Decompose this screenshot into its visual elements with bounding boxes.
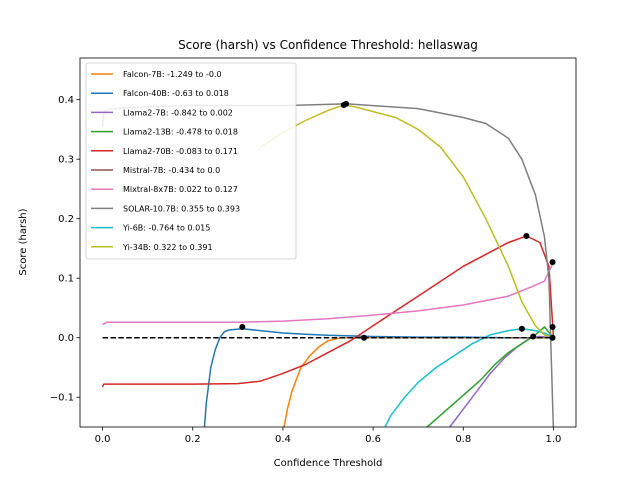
legend-label: Yi-6B: -0.764 to 0.015 — [122, 224, 210, 233]
legend-box — [85, 62, 297, 260]
series-max-marker-3 — [549, 324, 556, 331]
series-max-marker-8 — [518, 325, 525, 332]
legend-label: Falcon-7B: -1.249 to -0.0 — [123, 70, 222, 79]
y-tick-label: 0.4 — [58, 95, 74, 106]
x-axis: 0.0 0.2 0.4 0.6 0.8 1.0 — [95, 427, 562, 445]
series-max-marker-2 — [530, 333, 537, 340]
legend-label: Yi-34B: 0.322 to 0.391 — [122, 243, 213, 252]
plot-frame — [79, 57, 577, 428]
y-tick-label: −0.1 — [50, 393, 74, 404]
series-line-9 — [259, 104, 554, 339]
series-max-marker-6 — [549, 259, 556, 266]
x-tick-label: 0.8 — [455, 434, 471, 445]
series-max-marker-0 — [361, 334, 368, 341]
legend-label: SOLAR-10.7B: 0.355 to 0.393 — [123, 204, 240, 213]
series-max-marker-4 — [523, 232, 530, 239]
series-max-marker-9 — [340, 102, 347, 109]
x-tick-label: 1.0 — [546, 434, 562, 445]
chart-title: Score (harsh) vs Confidence Threshold: h… — [178, 38, 478, 52]
x-axis-title: Confidence Threshold — [274, 458, 383, 469]
series-line-3 — [425, 325, 555, 427]
series-max-marker-1 — [239, 324, 246, 331]
legend: Falcon-7B: -1.249 to -0.0 Falcon-40B: -0.… — [85, 62, 297, 260]
y-tick-label: 0.2 — [58, 214, 74, 225]
y-axis-title: Score (harsh) — [18, 208, 29, 275]
series-max-marker-5 — [549, 334, 556, 341]
series-line-0 — [283, 336, 554, 427]
x-tick-label: 0.6 — [365, 434, 381, 445]
series-line-1 — [203, 328, 554, 427]
legend-label: Llama2-70B: -0.083 to 0.171 — [123, 147, 238, 156]
y-tick-label: 0.1 — [58, 274, 74, 285]
x-tick-label: 0.2 — [185, 434, 201, 445]
y-axis: −0.1 0.0 0.1 0.2 0.3 0.4 — [50, 95, 80, 404]
plot-area — [101, 100, 556, 427]
legend-label: Llama2-13B: -0.478 to 0.018 — [123, 128, 238, 137]
legend-label: Mistral-7B: -0.434 to 0.0 — [123, 166, 220, 175]
legend-label: Mixtral-8x7B: 0.022 to 0.127 — [123, 185, 238, 194]
x-tick-label: 0.0 — [95, 434, 111, 445]
series-line-6 — [102, 261, 555, 326]
y-tick-label: 0.3 — [58, 155, 74, 166]
series-line-4 — [101, 235, 555, 388]
legend-label: Llama2-7B: -0.842 to 0.002 — [123, 108, 233, 117]
series-line-8 — [384, 328, 554, 427]
y-tick-label: 0.0 — [58, 333, 74, 344]
x-tick-label: 0.4 — [275, 434, 291, 445]
legend-label: Falcon-40B: -0.63 to 0.018 — [123, 89, 229, 98]
